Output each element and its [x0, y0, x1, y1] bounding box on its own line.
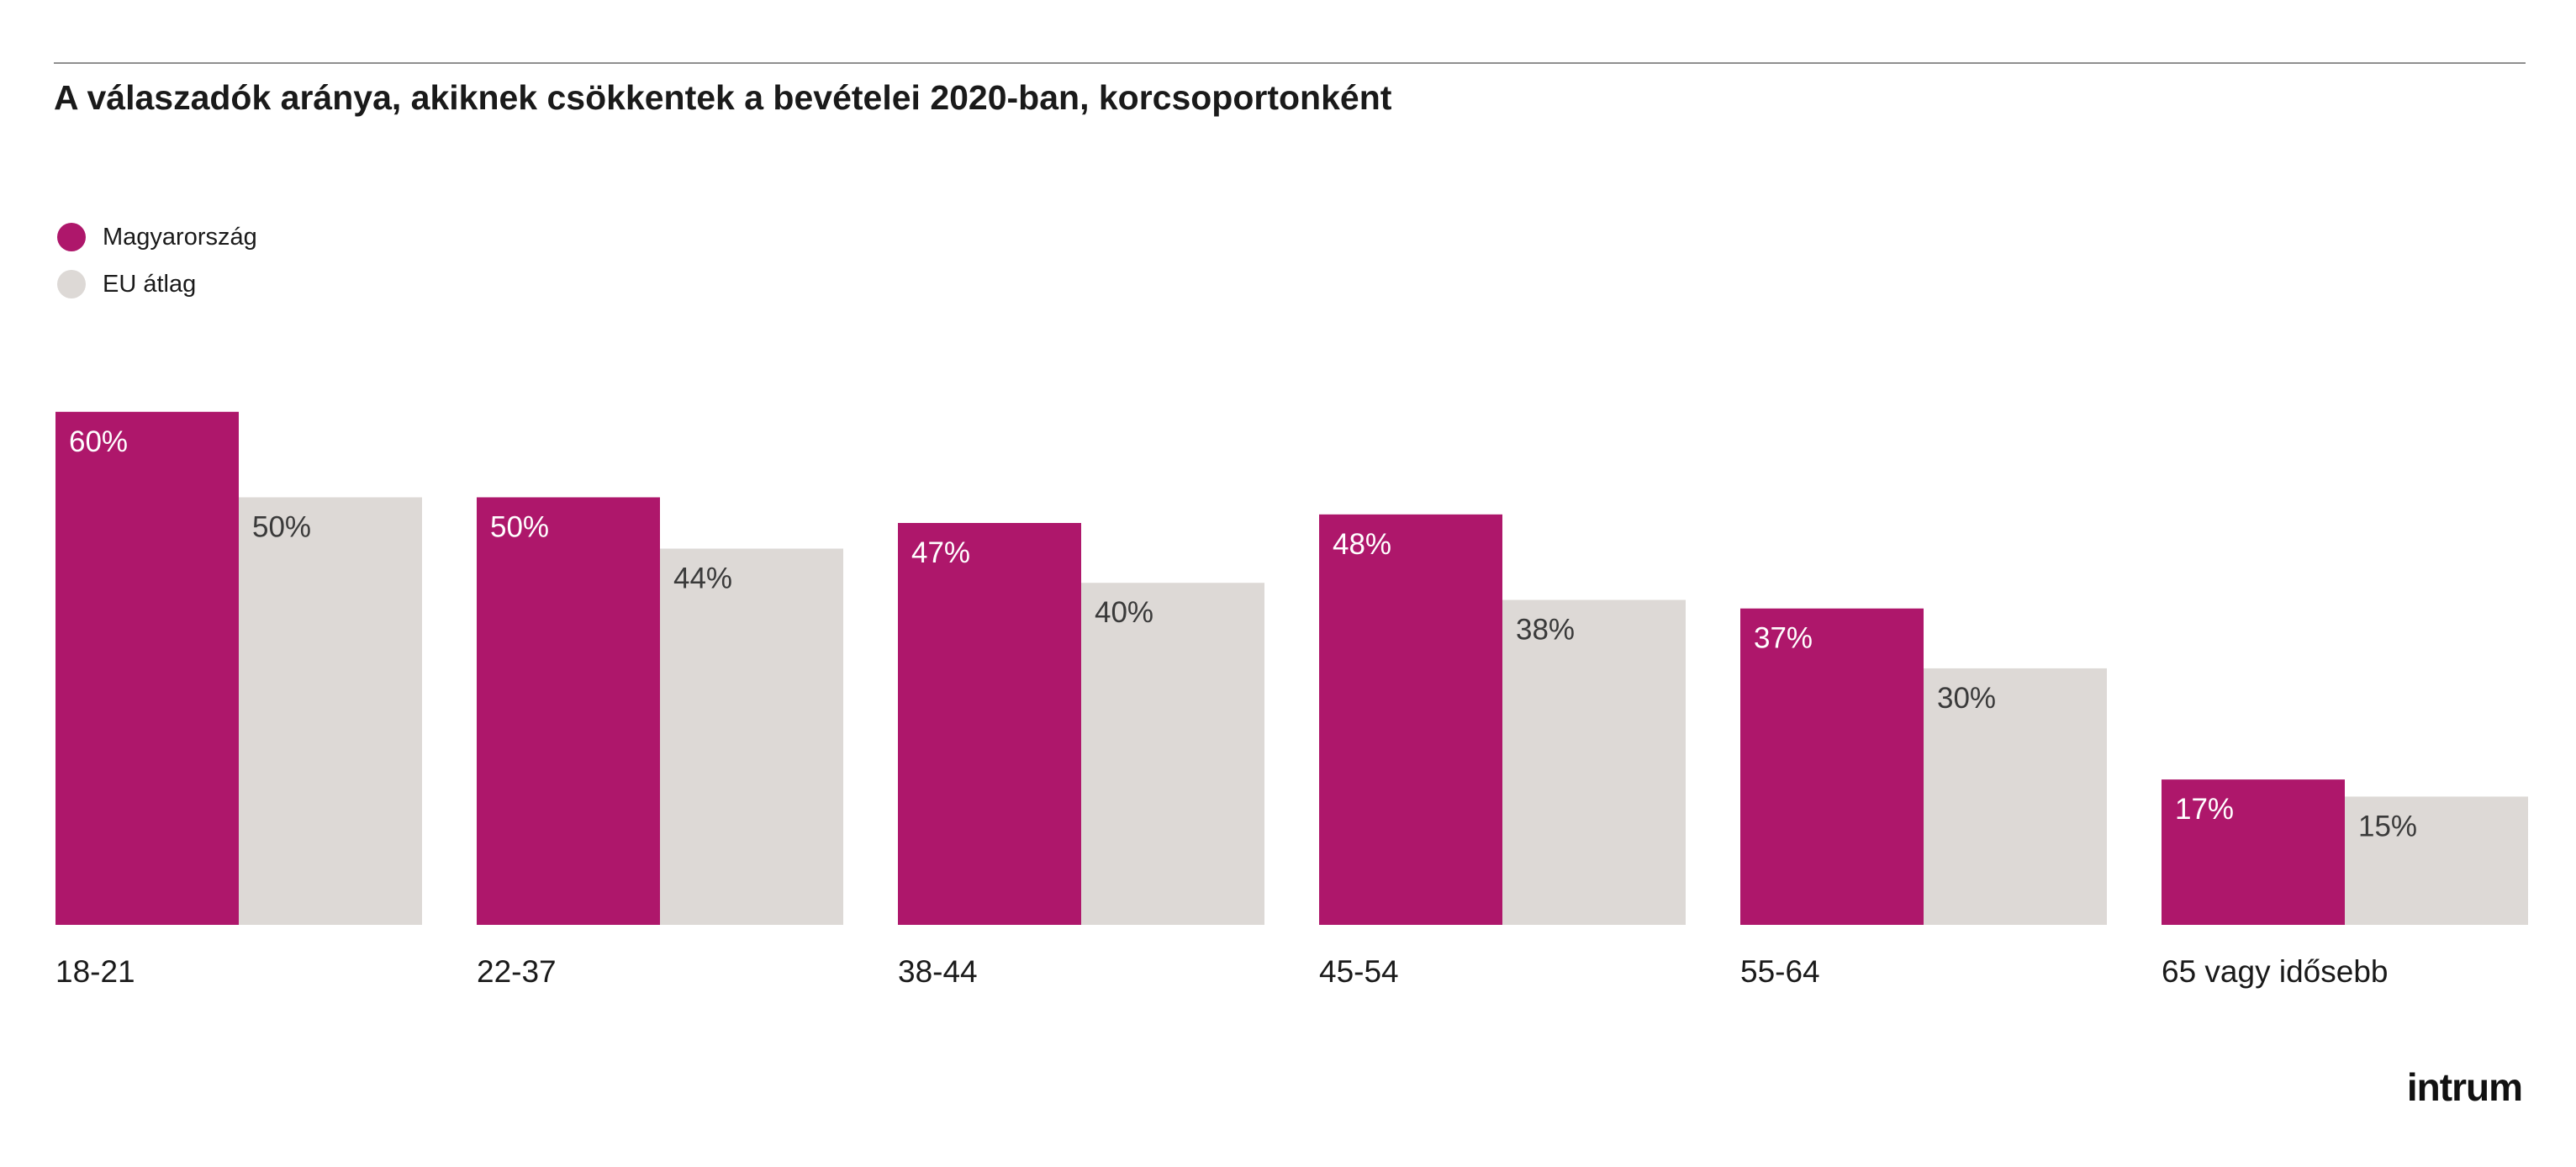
intrum-logo: intrum — [2406, 1065, 2523, 1109]
data-label-eu-22-37: 44% — [673, 562, 732, 595]
bar-eu-65-vagy-id-sebb — [2345, 796, 2528, 925]
bar-eu-38-44 — [1081, 583, 1264, 925]
bar-hungary-22-37 — [477, 497, 660, 925]
data-label-hungary-18-21: 60% — [69, 425, 128, 458]
category-label-22-37: 22-37 — [477, 954, 557, 989]
category-label-65-vagy-id-sebb: 65 vagy idősebb — [2162, 954, 2388, 989]
category-label-55-64: 55-64 — [1740, 954, 1820, 989]
bar-hungary-55-64 — [1740, 608, 1924, 925]
legend-label-eu: EU átlag — [103, 270, 197, 298]
data-label-hungary-38-44: 47% — [911, 536, 970, 569]
bar-hungary-38-44 — [898, 523, 1081, 925]
top-divider — [54, 62, 2526, 64]
category-label-18-21: 18-21 — [55, 954, 135, 989]
legend-swatch-eu — [57, 270, 86, 298]
category-label-38-44: 38-44 — [898, 954, 978, 989]
data-label-hungary-65-vagy-id-sebb: 17% — [2175, 793, 2234, 826]
legend-item-eu: EU átlag — [57, 261, 257, 308]
category-label-45-54: 45-54 — [1319, 954, 1399, 989]
legend: Magyarország EU átlag — [57, 214, 257, 308]
legend-item-hungary: Magyarország — [57, 214, 257, 261]
data-label-eu-55-64: 30% — [1937, 682, 1996, 715]
bar-eu-18-21 — [239, 497, 422, 925]
data-label-eu-65-vagy-id-sebb: 15% — [2358, 810, 2417, 842]
data-label-eu-45-54: 38% — [1516, 614, 1575, 647]
bar-eu-55-64 — [1924, 668, 2107, 925]
data-label-hungary-22-37: 50% — [490, 511, 549, 544]
bar-eu-45-54 — [1502, 599, 1686, 925]
chart-title: A válaszadók aránya, akiknek csökkentek … — [54, 78, 1392, 117]
bar-hungary-18-21 — [55, 411, 239, 925]
data-label-hungary-45-54: 48% — [1333, 528, 1391, 561]
bar-eu-22-37 — [660, 548, 843, 925]
data-label-eu-18-21: 50% — [252, 511, 311, 544]
bar-hungary-45-54 — [1319, 514, 1502, 925]
data-label-hungary-55-64: 37% — [1754, 622, 1813, 655]
data-label-eu-38-44: 40% — [1095, 596, 1153, 629]
legend-swatch-hungary — [57, 223, 86, 251]
legend-label-hungary: Magyarország — [103, 223, 257, 251]
bar-hungary-65-vagy-id-sebb — [2162, 779, 2345, 925]
